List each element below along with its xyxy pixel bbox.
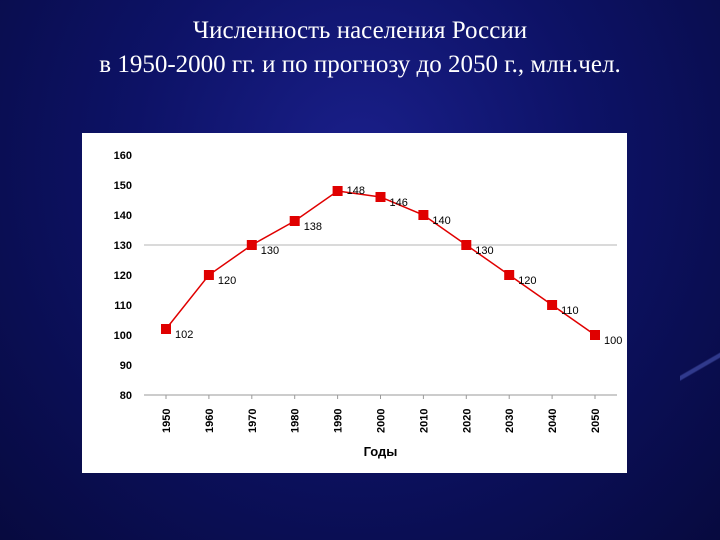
y-tick-label: 80 [120,390,132,402]
data-point-marker [203,270,214,280]
data-label: 148 [347,185,365,197]
y-tick-label: 160 [114,150,132,162]
x-tick-label: 2030 [504,409,516,433]
slide-title: Численность населения России в 1950-2000… [0,14,720,82]
decorative-line [680,300,720,440]
x-tick-label: 2040 [547,409,559,433]
data-point-marker [547,300,558,310]
data-label: 120 [218,275,236,287]
data-label: 146 [390,197,408,209]
y-tick-label: 110 [114,300,132,312]
x-tick-label: 2050 [590,409,602,433]
x-tick-label: 2020 [461,409,473,433]
x-tick-label: 1970 [247,409,259,433]
data-label: 102 [175,329,193,341]
data-point-marker [332,186,343,196]
x-tick-label: 1980 [290,409,302,433]
series-line [165,190,596,336]
title-line-2: в 1950-2000 гг. и по прогнозу до 2050 г.… [99,51,621,78]
title-line-1: Численность населения России [192,17,528,44]
y-tick-label: 90 [120,360,132,372]
data-point-marker [504,270,515,280]
y-tick-label: 120 [114,270,132,282]
data-label: 130 [475,245,493,257]
data-point-marker [375,192,386,202]
data-label: 100 [604,335,622,347]
data-label: 138 [304,221,322,233]
data-point-marker [289,216,300,226]
x-axis-title: Годы [364,444,398,459]
x-tick-label: 1990 [333,409,345,433]
x-tick-label: 1960 [204,409,216,433]
data-point-marker [246,240,257,250]
data-point-marker [590,330,600,340]
y-tick-label: 100 [114,330,132,342]
y-tick-label: 150 [114,180,132,192]
y-tick-label: 140 [114,210,132,222]
population-chart: 80 90 100 110 120 130 140 150 160 1950 1960 1970 198… [114,150,623,459]
x-tick-label: 2010 [418,409,430,433]
x-tick-label: 1950 [161,409,173,433]
data-label: 140 [432,215,450,227]
data-point-marker [461,240,472,250]
data-label: 110 [561,305,579,317]
chart-panel: 80 90 100 110 120 130 140 150 160 1950 1960 1970 198… [82,133,627,473]
y-tick-label: 130 [114,240,132,252]
x-tick-label: 2000 [376,409,388,433]
data-label: 130 [261,245,279,257]
data-label: 120 [518,275,536,287]
data-point-marker [418,210,429,220]
data-point-marker [161,324,171,334]
